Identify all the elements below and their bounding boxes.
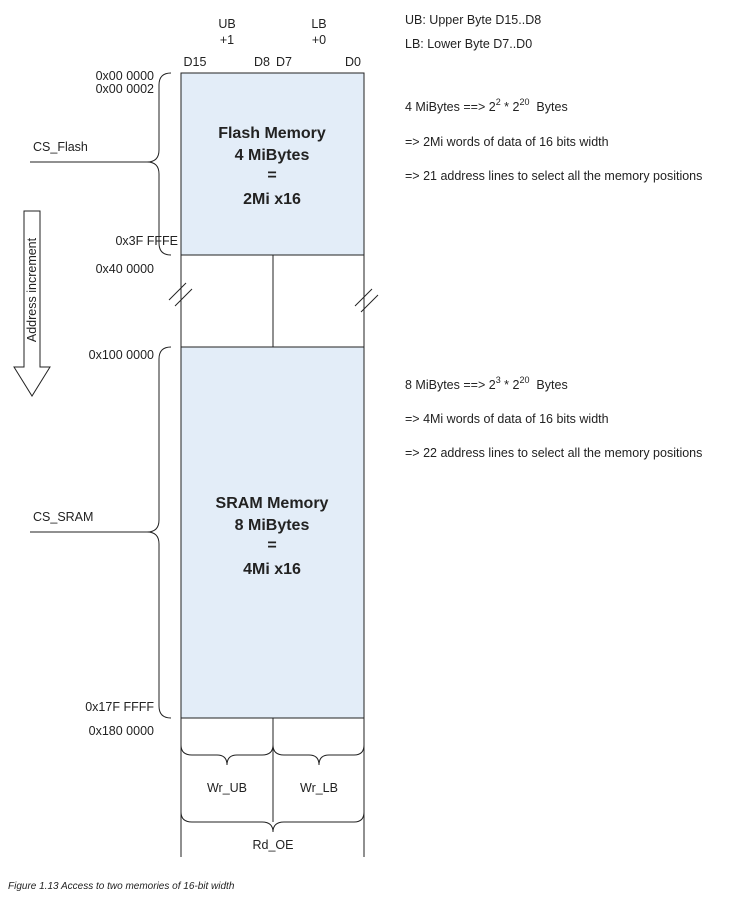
sram-address-brace — [146, 346, 172, 719]
flash-next-address: 0x40 0000 — [96, 262, 154, 276]
address-increment-arrow-icon — [13, 210, 51, 397]
lb-label: LB — [311, 17, 326, 31]
flash-end-address: 0x3F FFFE — [115, 234, 178, 248]
bit-label-d15: D15 — [184, 55, 207, 69]
rd-oe-brace — [180, 811, 365, 833]
rd-oe-label: Rd_OE — [253, 838, 294, 852]
flash-address-brace — [146, 72, 172, 256]
flash-note-1: 4 MiBytes ==> 22 * 220 Bytes — [405, 97, 568, 114]
sram-title: SRAM Memory — [216, 495, 329, 512]
wr-lb-label: Wr_LB — [300, 781, 338, 795]
flash-note-3: => 21 address lines to select all the me… — [405, 169, 702, 183]
break-mark-right-2 — [360, 294, 379, 313]
sram-size: 8 MiBytes — [235, 517, 310, 534]
flash-organization: 2Mi x16 — [243, 191, 301, 208]
sram-note-1: 8 MiBytes ==> 23 * 220 Bytes — [405, 375, 568, 392]
cs-flash-label: CS_Flash — [33, 140, 88, 154]
flash-size: 4 MiBytes — [235, 147, 310, 164]
flash-start-address-2: 0x00 0002 — [96, 82, 154, 96]
sram-start-address: 0x100 0000 — [89, 348, 154, 362]
sram-organization: 4Mi x16 — [243, 561, 301, 578]
wr-ub-brace — [180, 744, 274, 766]
ub-label: UB — [218, 17, 235, 31]
flash-memory-block — [180, 72, 365, 256]
wr-lb-brace — [272, 744, 365, 766]
flash-equals: = — [267, 167, 276, 184]
sram-end-address: 0x17F FFFF — [85, 700, 154, 714]
break-mark-left-2 — [174, 288, 193, 307]
break-mark-right-1 — [354, 288, 373, 307]
svg-text:8 MiBytes ==> 23 * 220 Bytes: 8 MiBytes ==> 23 * 220 Bytes — [405, 375, 568, 392]
bit-label-d7: D7 — [276, 55, 292, 69]
bit-label-d0: D0 — [345, 55, 361, 69]
flash-start-address-1: 0x00 0000 — [96, 69, 154, 83]
lb-offset: +0 — [312, 33, 326, 47]
ub-offset: +1 — [220, 33, 234, 47]
address-increment-label: Address increment — [25, 237, 39, 342]
flash-note-2: => 2Mi words of data of 16 bits width — [405, 135, 609, 149]
break-mark-left-1 — [168, 282, 187, 301]
ub-legend-note: UB: Upper Byte D15..D8 — [405, 13, 541, 27]
sram-note-3: => 22 address lines to select all the me… — [405, 446, 702, 460]
wr-ub-label: Wr_UB — [207, 781, 247, 795]
svg-text:4 MiBytes ==> 22 * 220 Bytes: 4 MiBytes ==> 22 * 220 Bytes — [405, 97, 568, 114]
lb-legend-note: LB: Lower Byte D7..D0 — [405, 37, 532, 51]
sram-next-address: 0x180 0000 — [89, 724, 154, 738]
sram-equals: = — [267, 537, 276, 554]
flash-title: Flash Memory — [218, 125, 326, 142]
sram-note-2: => 4Mi words of data of 16 bits width — [405, 412, 609, 426]
figure-caption: Figure 1.13 Access to two memories of 16… — [8, 881, 235, 892]
bit-label-d8: D8 — [254, 55, 270, 69]
cs-sram-label: CS_SRAM — [33, 510, 93, 524]
